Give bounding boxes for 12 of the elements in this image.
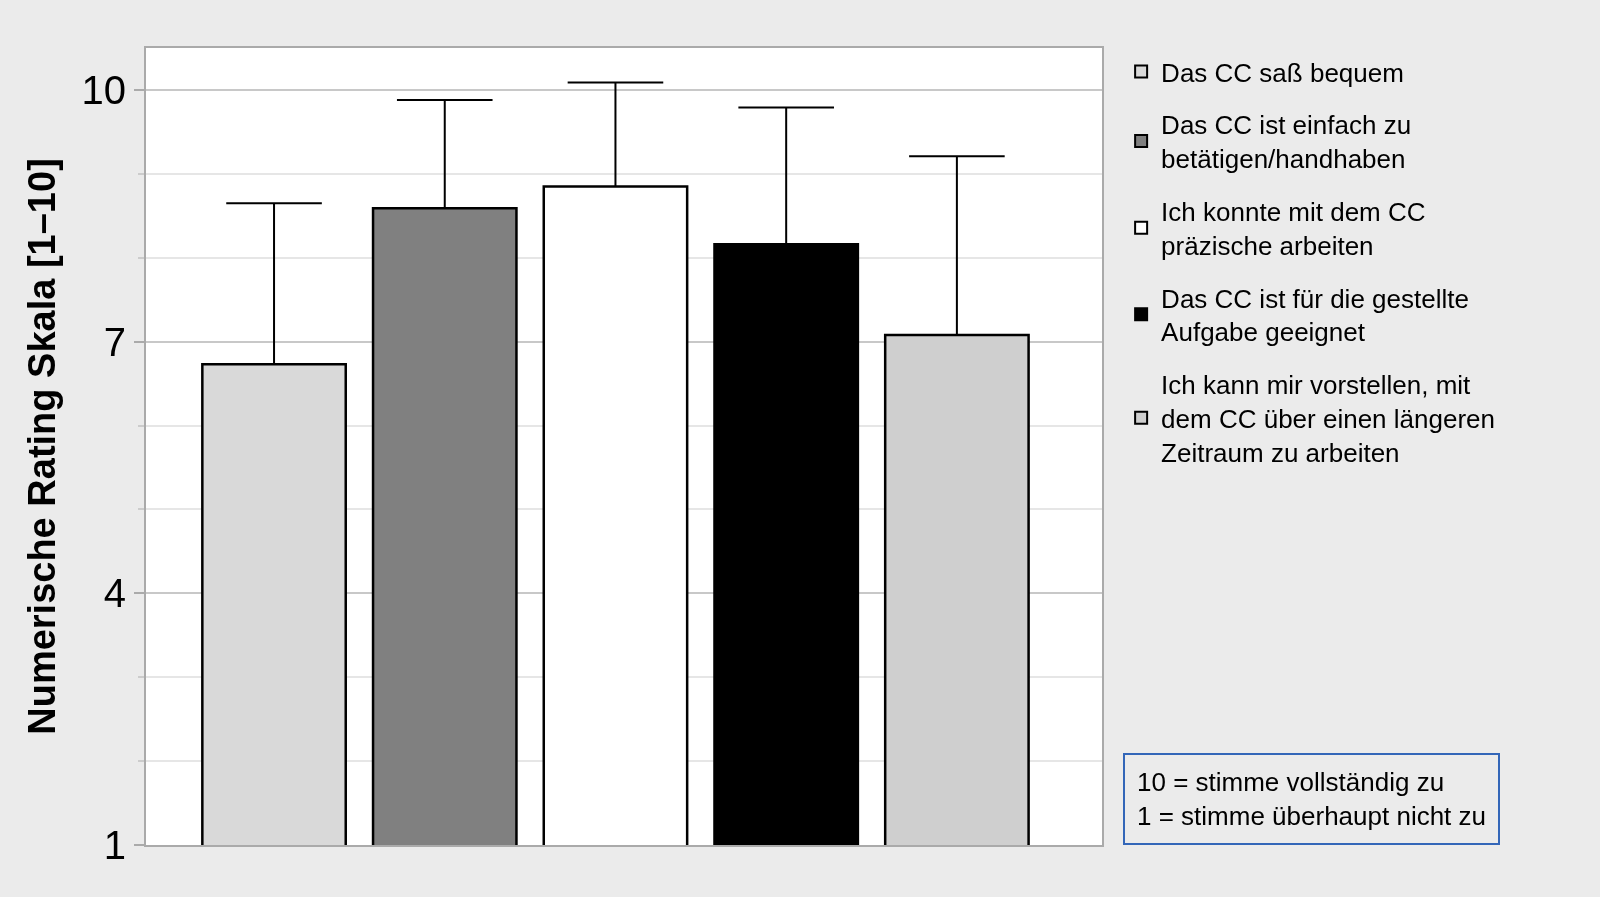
y-axis-title: Numerische Rating Skala [1–10] bbox=[21, 158, 64, 735]
y-tick-label: 1 bbox=[103, 823, 126, 867]
y-tick-label: 7 bbox=[103, 319, 126, 364]
legend-label: Ich kann mir vorstellen, mit dem CC über einen längeren Zeitraum zu arbeiten bbox=[1161, 370, 1495, 468]
legend-label: Ich konnte mit dem CC präzische arbeiten bbox=[1161, 196, 1426, 261]
legend-label: Das CC saß bequem bbox=[1161, 57, 1404, 88]
text: 10 = stimme vollständig zu bbox=[1137, 767, 1445, 797]
text: 1 = stimme überhaupt nicht zu bbox=[1137, 800, 1487, 831]
legend-label: Das CC ist einfach zu betätigen/handhaben bbox=[1161, 110, 1412, 175]
y-tick-label: 4 bbox=[103, 571, 126, 616]
legend-label: Das CC ist für die gestellte Aufgabe geeignet bbox=[1161, 283, 1469, 348]
y-tick-label: 10 bbox=[81, 67, 126, 112]
